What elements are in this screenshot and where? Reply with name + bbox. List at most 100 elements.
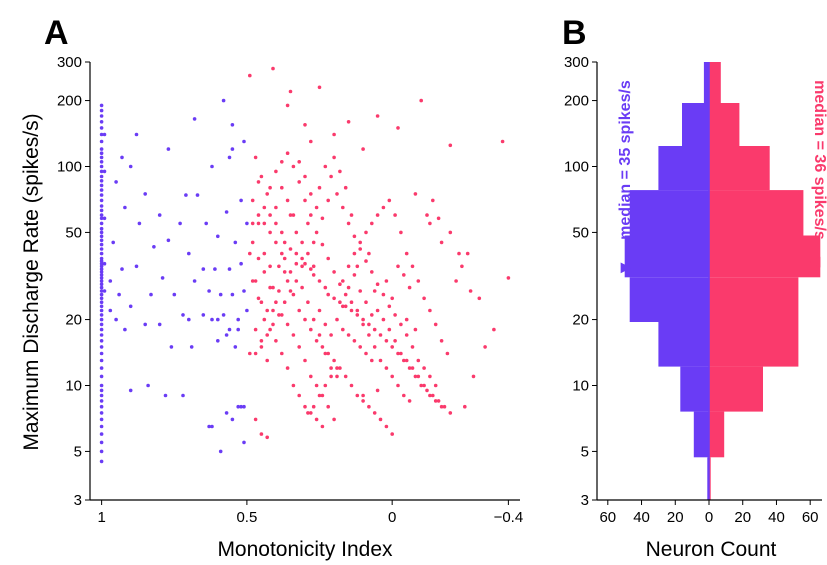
pink-point [285,103,290,108]
pink-point [294,279,299,283]
pink-point [341,279,345,283]
pink-point [320,345,325,349]
pink-point [375,388,380,393]
blue-point [134,132,139,137]
blue-point [99,440,104,445]
pink-point [311,404,316,409]
blue-point [99,300,104,305]
pink-point [407,399,412,403]
pink-point [288,270,293,274]
pink-point [422,383,426,388]
pink-point [265,333,270,337]
y-tick-label: 3 [74,492,82,509]
pink-point [396,126,400,130]
blue-point [166,147,171,151]
blue-point [227,327,232,332]
pink-point [250,198,255,203]
pink-point [338,282,342,287]
blue-point [99,285,104,290]
blue-point [99,238,104,243]
pink-point [346,285,351,290]
pink-point [253,155,258,160]
blue-histogram-bar [629,277,709,322]
y-tick-label: 200 [57,93,82,110]
blue-point [99,289,104,293]
pink-point [329,333,333,337]
blue-point [99,247,104,251]
pink-point [384,424,389,429]
y-tick-label: 300 [564,54,589,71]
blue-point [157,322,162,327]
pink-point [477,296,482,301]
pink-point [439,339,444,343]
pink-point [384,366,389,370]
pink-point [361,399,365,403]
pink-point [343,185,348,190]
pink-point [271,66,275,71]
pink-point [381,292,386,297]
pink-point [291,292,296,297]
pink-point [329,174,333,179]
blue-point [210,164,214,169]
pink-point [372,411,377,415]
pink-point [306,221,310,226]
pink-point [460,264,464,269]
pink-point [390,374,395,379]
pink-point [431,393,435,398]
pink-point [338,300,342,305]
blue-point [99,279,104,283]
blue-point [99,432,104,436]
pink-point [332,132,336,137]
pink-point [428,308,432,313]
blue-point [242,404,246,409]
pink-point [314,205,319,210]
blue-point [99,132,104,137]
blue-point [102,261,107,266]
pink-point [352,251,357,256]
blue-point [99,333,104,337]
pink-histogram-bar [709,457,711,500]
pink-point [317,333,322,337]
blue-point [245,221,249,226]
pink-point [306,251,310,256]
pink-point [425,388,429,393]
pink-point [410,345,415,349]
pink-point [268,230,272,235]
blue-point [102,216,107,221]
pink-point [274,221,278,226]
blue-point [99,169,104,174]
pink-point [317,85,322,90]
y-tick-label: 10 [65,377,82,394]
blue-point [143,192,147,196]
pink-point [483,345,487,349]
pink-point [361,322,365,327]
pink-point [355,393,360,398]
pink-point [265,192,270,196]
pink-point [352,273,357,277]
pink-point [468,289,473,293]
pink-point [329,366,333,370]
pink-point [370,221,374,226]
pink-point [309,267,313,271]
pink-point [375,282,380,287]
pink-point [361,317,365,322]
pink-point [309,213,313,217]
pink-point [358,345,363,349]
pink-point [248,73,252,78]
blue-histogram-bar [707,457,709,500]
blue-point [149,292,153,297]
blue-point [114,317,118,322]
x-tick-label: 60 [599,509,616,526]
pink-point [311,317,316,322]
pink-point [413,192,418,196]
panel-a-ylabel: Maximum Discharge Rate (spikes/s) [20,113,43,450]
pink-point [416,358,421,363]
pink-point [436,399,441,403]
pink-point [419,98,424,103]
pink-point [402,273,406,277]
pink-histogram-bar [709,146,770,191]
pink-point [367,322,371,327]
pink-point [396,351,400,356]
pink-point [285,322,290,327]
x-tick-label: −0.4 [494,509,524,526]
